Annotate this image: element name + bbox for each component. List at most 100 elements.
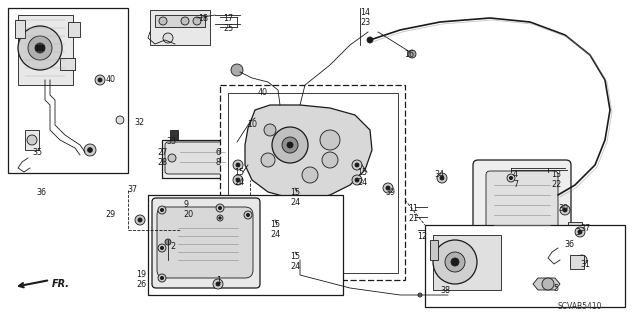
Bar [568, 222, 582, 236]
Bar [430, 240, 438, 260]
Text: 25: 25 [223, 24, 233, 33]
Bar [8, 8, 128, 173]
Circle shape [217, 215, 223, 221]
Circle shape [84, 144, 96, 156]
Circle shape [352, 160, 362, 170]
Bar [60, 58, 75, 70]
Text: 10: 10 [247, 120, 257, 129]
Bar [433, 235, 501, 290]
Text: 26: 26 [136, 280, 146, 289]
Text: 9: 9 [183, 200, 188, 209]
Text: 38: 38 [440, 286, 450, 295]
Circle shape [88, 148, 92, 152]
Text: 1: 1 [216, 276, 221, 285]
FancyBboxPatch shape [486, 171, 558, 229]
Text: FR.: FR. [52, 279, 70, 289]
Circle shape [302, 167, 318, 183]
Circle shape [244, 211, 252, 219]
Circle shape [443, 290, 453, 300]
Circle shape [135, 215, 145, 225]
Circle shape [352, 175, 362, 185]
Circle shape [507, 174, 515, 182]
Text: 39: 39 [385, 188, 395, 197]
Text: 24: 24 [357, 178, 367, 187]
Text: 15: 15 [357, 168, 367, 177]
Bar [15, 20, 25, 38]
Circle shape [282, 137, 298, 153]
Circle shape [322, 152, 338, 168]
Text: 20: 20 [183, 210, 193, 219]
Circle shape [233, 160, 243, 170]
Circle shape [563, 208, 567, 212]
Circle shape [577, 255, 587, 265]
Text: 32: 32 [134, 118, 144, 127]
Bar [170, 130, 178, 142]
Text: 6: 6 [215, 148, 220, 157]
Text: 36: 36 [564, 240, 574, 249]
Circle shape [161, 246, 164, 249]
Text: 17: 17 [223, 14, 233, 23]
Circle shape [575, 227, 585, 237]
Circle shape [386, 186, 390, 190]
Circle shape [181, 17, 189, 25]
Bar [570, 255, 584, 269]
Circle shape [293, 238, 297, 242]
Circle shape [436, 293, 440, 297]
Text: 5: 5 [553, 284, 558, 293]
Circle shape [367, 37, 373, 43]
Circle shape [578, 230, 582, 234]
Text: 24: 24 [234, 178, 244, 187]
Circle shape [27, 135, 37, 145]
Circle shape [165, 239, 171, 245]
Text: 24: 24 [290, 198, 300, 207]
Text: 19: 19 [136, 270, 146, 279]
Circle shape [246, 213, 250, 217]
Circle shape [433, 240, 477, 284]
Circle shape [218, 206, 221, 210]
Bar [162, 140, 237, 178]
Circle shape [320, 130, 340, 150]
Circle shape [193, 17, 201, 25]
Text: 40: 40 [106, 75, 116, 84]
Circle shape [445, 252, 465, 272]
Text: 11: 11 [408, 204, 418, 213]
Text: 27: 27 [157, 148, 167, 157]
Text: 12: 12 [417, 232, 427, 241]
FancyBboxPatch shape [152, 198, 260, 288]
Text: 7: 7 [513, 180, 518, 189]
Circle shape [158, 244, 166, 252]
Circle shape [261, 153, 275, 167]
FancyBboxPatch shape [165, 142, 231, 174]
Text: 40: 40 [258, 88, 268, 97]
Text: 15: 15 [290, 188, 300, 197]
Text: 33: 33 [166, 137, 176, 146]
Circle shape [168, 154, 176, 162]
Text: 34: 34 [434, 170, 444, 179]
Text: 23: 23 [360, 18, 370, 27]
Circle shape [383, 183, 393, 193]
Text: 35: 35 [32, 148, 42, 157]
Text: 15: 15 [270, 220, 280, 229]
Bar [425, 225, 625, 307]
Text: 30: 30 [558, 204, 568, 213]
Bar [228, 93, 398, 273]
Text: 37: 37 [580, 224, 590, 233]
Text: 2: 2 [170, 242, 175, 251]
Circle shape [95, 75, 105, 85]
Circle shape [408, 50, 416, 58]
Circle shape [355, 178, 359, 182]
Circle shape [305, 250, 315, 260]
Bar [148, 195, 343, 295]
Circle shape [287, 142, 293, 148]
Circle shape [355, 163, 359, 167]
Text: 15: 15 [234, 168, 244, 177]
Circle shape [163, 33, 173, 43]
Circle shape [542, 278, 554, 290]
Text: 15: 15 [290, 252, 300, 261]
Bar [18, 15, 73, 85]
Circle shape [213, 279, 223, 289]
Text: 14: 14 [360, 8, 370, 17]
Circle shape [509, 176, 513, 180]
Circle shape [116, 116, 124, 124]
Circle shape [158, 274, 166, 282]
